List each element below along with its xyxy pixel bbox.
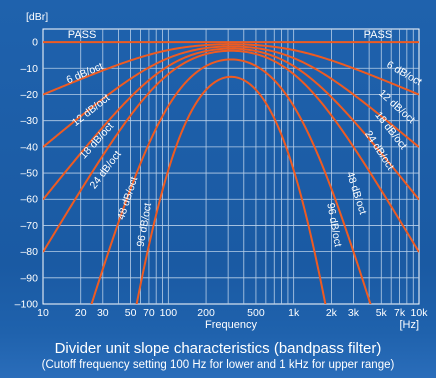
x-tick-label: 10 [37,307,49,319]
y-tick-label: –100 [15,299,39,311]
curve-96-db-oct [135,75,327,304]
x-tick-label: 7k [394,307,406,319]
y-tick-label: 0 [32,37,38,49]
curve-12-db-oct [43,45,419,148]
x-tick-label: 70 [143,307,155,319]
grid [43,29,419,304]
pass-label-left: PASS [68,29,97,41]
y-tick-label: –50 [20,168,38,180]
x-tick-label: 20 [75,307,87,319]
y-tick-label: –60 [20,194,38,206]
curve-48-db-oct [90,58,372,304]
slope-label-low: 48 dB/oct [115,175,140,221]
slope-label-low: 96 dB/oct [135,202,155,248]
slope-label-low: 6 dB/oct [65,60,105,86]
x-tick-label: 10k [411,307,429,319]
slope-label-high: 6 dB/oct [384,59,423,89]
y-tick-label: –40 [20,141,38,153]
plot-area [42,28,420,305]
y-tick-label: –20 [20,89,38,101]
x-tick-label: 1k [288,307,300,319]
x-tick-label: 100 [160,307,178,319]
chart-caption: Divider unit slope characteristics (band… [0,340,436,372]
y-tick-label: –90 [20,272,38,284]
y-tick-label: –10 [20,63,38,75]
caption-subtitle: (Cutoff frequency setting 100 Hz for low… [41,359,395,371]
x-tick-label: 3k [348,307,360,319]
x-tick-label: 200 [197,307,215,319]
x-tick-label: 500 [247,307,265,319]
x-axis-label: Frequency [205,319,257,331]
x-tick-label: 2k [326,307,338,319]
y-tick-label: –30 [20,115,38,127]
x-tick-label: 50 [125,307,137,319]
curve-6-db-oct [43,43,419,96]
curve-24-db-oct [43,49,419,253]
curve-18-db-oct [43,47,419,201]
slope-label-high: 48 dB/oct [344,170,369,216]
slope-label-high: 96 dB/oct [324,202,344,248]
x-axis-unit: [Hz] [399,319,419,331]
x-tick-label: 5k [376,307,388,319]
y-tick-label: –80 [20,246,38,258]
y-axis-label: [dBr] [26,11,48,23]
caption-title: Divider unit slope characteristics (band… [54,340,382,357]
y-tick-label: –70 [20,220,38,232]
pass-label-right: PASS [364,29,393,41]
x-tick-label: 30 [97,307,109,319]
curves [43,41,419,304]
